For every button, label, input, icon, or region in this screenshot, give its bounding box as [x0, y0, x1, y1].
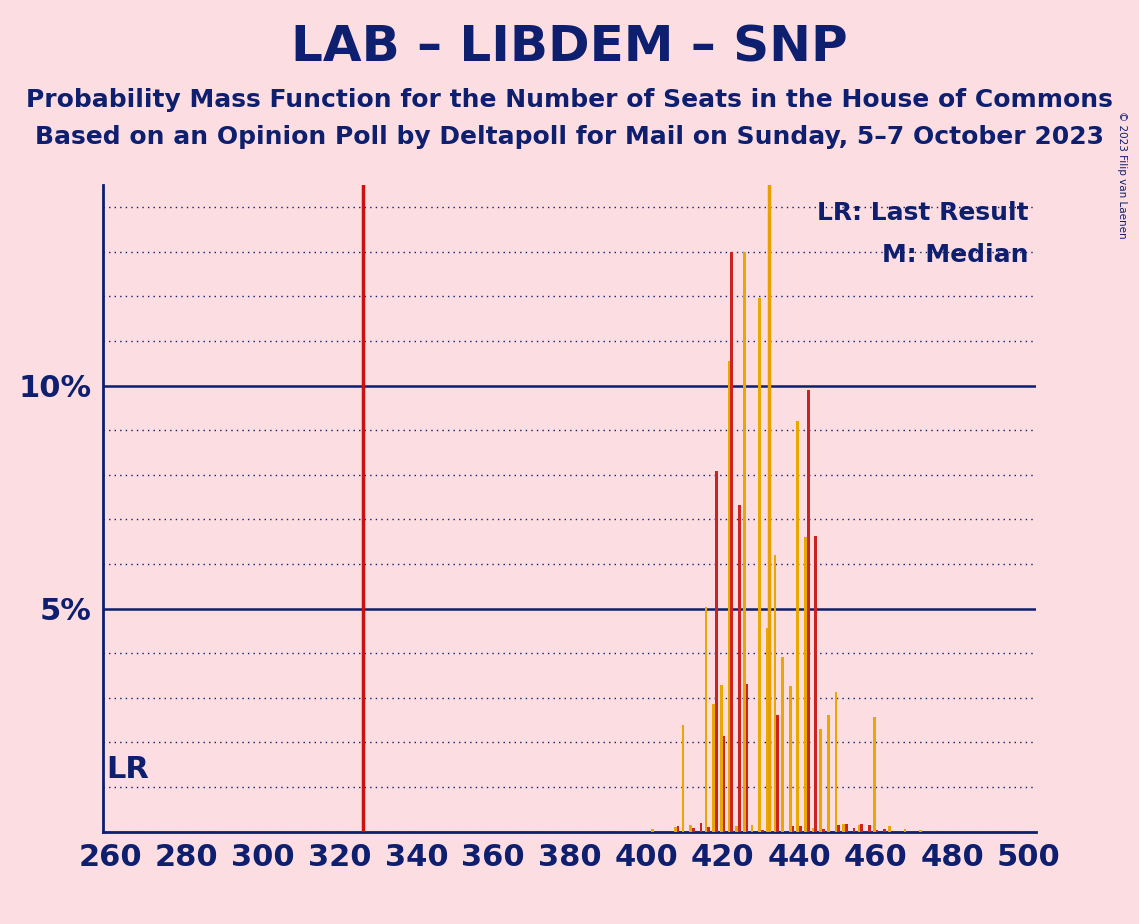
Bar — [728, 361, 730, 832]
Bar — [751, 825, 753, 832]
Bar — [781, 657, 784, 832]
Bar — [858, 824, 860, 832]
Bar — [792, 826, 794, 832]
Bar — [707, 827, 710, 832]
Bar — [765, 628, 769, 832]
Bar — [884, 829, 886, 832]
Bar — [759, 298, 761, 832]
Bar — [773, 554, 776, 832]
Bar — [860, 824, 863, 832]
Bar — [674, 827, 677, 832]
Bar — [876, 831, 878, 832]
Bar — [903, 829, 907, 832]
Bar — [843, 823, 845, 832]
Bar — [746, 684, 748, 832]
Bar — [812, 828, 814, 832]
Bar — [738, 505, 740, 832]
Text: Based on an Opinion Poll by Deltapoll for Mail on Sunday, 5–7 October 2023: Based on an Opinion Poll by Deltapoll fo… — [35, 125, 1104, 149]
Bar — [712, 704, 715, 832]
Bar — [806, 390, 810, 832]
Bar — [761, 830, 763, 832]
Bar — [722, 736, 726, 832]
Bar — [769, 425, 771, 832]
Bar — [845, 824, 847, 832]
Bar — [868, 825, 870, 832]
Bar — [789, 687, 792, 832]
Bar — [827, 715, 830, 832]
Text: LAB – LIBDEM – SNP: LAB – LIBDEM – SNP — [292, 23, 847, 71]
Text: © 2023 Filip van Laenen: © 2023 Filip van Laenen — [1117, 111, 1126, 238]
Bar — [804, 537, 806, 832]
Bar — [819, 729, 822, 832]
Bar — [814, 536, 817, 832]
Text: LR: Last Result: LR: Last Result — [817, 201, 1029, 225]
Bar — [730, 251, 734, 832]
Bar — [919, 830, 921, 832]
Bar — [677, 826, 679, 832]
Text: LR: LR — [106, 755, 149, 784]
Bar — [837, 825, 841, 832]
Bar — [743, 251, 746, 832]
Bar — [835, 692, 837, 832]
Bar — [681, 725, 685, 832]
Bar — [693, 828, 695, 832]
Bar — [796, 421, 800, 832]
Bar — [720, 686, 722, 832]
Text: M: Median: M: Median — [883, 243, 1029, 267]
Bar — [715, 470, 718, 832]
Bar — [699, 823, 703, 832]
Bar — [776, 715, 779, 832]
Bar — [736, 826, 738, 832]
Bar — [652, 829, 654, 832]
Bar — [853, 828, 855, 832]
Text: Probability Mass Function for the Number of Seats in the House of Commons: Probability Mass Function for the Number… — [26, 88, 1113, 112]
Bar — [872, 717, 876, 832]
Bar — [888, 826, 891, 832]
Bar — [689, 825, 693, 832]
Bar — [705, 607, 707, 832]
Bar — [822, 829, 825, 832]
Bar — [800, 826, 802, 832]
